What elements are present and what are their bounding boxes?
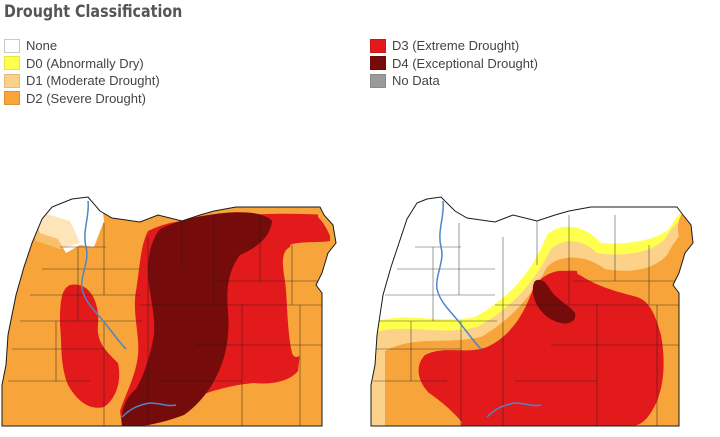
d2-region [282, 243, 327, 357]
legend-item-d3: D3 (Extreme Drought) [370, 37, 538, 55]
legend-column-right: D3 (Extreme Drought) D4 (Exceptional Dro… [370, 37, 538, 90]
swatch-d2 [4, 91, 20, 106]
willamette-river [81, 200, 127, 350]
river [121, 402, 177, 418]
county-boundaries [8, 215, 322, 426]
state-outline [370, 196, 694, 427]
river [486, 402, 542, 418]
d4-region [532, 279, 576, 324]
legend-label-d3: D3 (Extreme Drought) [392, 38, 520, 54]
legend-label-d2: D2 (Severe Drought) [26, 90, 146, 106]
swatch-d4 [370, 56, 386, 71]
swatch-d0 [4, 56, 20, 71]
swatch-none [4, 38, 20, 53]
legend-item-nodata: No Data [370, 72, 538, 90]
legend-label-d1: D1 (Moderate Drought) [26, 73, 160, 89]
swatch-d3 [370, 38, 386, 53]
legend-label-d0: D0 (Abnormally Dry) [26, 55, 144, 71]
legend-label-d4: D4 (Exceptional Drought) [392, 55, 538, 71]
legend-column-left: None D0 (Abnormally Dry) D1 (Moderate Dr… [4, 37, 160, 107]
legend-item-d4: D4 (Exceptional Drought) [370, 55, 538, 73]
swatch-d1 [4, 73, 20, 88]
legend-item-d2: D2 (Severe Drought) [4, 90, 160, 108]
legend-item-d0: D0 (Abnormally Dry) [4, 55, 160, 73]
willamette-river [436, 200, 482, 350]
d4-region [121, 212, 273, 426]
legend-item-none: None [4, 37, 160, 55]
swatch-nodata [370, 73, 386, 88]
oregon-map-left [1, 196, 337, 427]
legend-title: Drought Classification [4, 2, 183, 22]
legend-label-nodata: No Data [392, 73, 440, 89]
state-outline [1, 196, 337, 427]
legend-item-d1: D1 (Moderate Drought) [4, 72, 160, 90]
legend-label-none: None [26, 38, 58, 54]
d3-region [461, 369, 543, 426]
d3-region [60, 284, 120, 408]
county-boundaries [373, 215, 679, 426]
oregon-map-right [370, 196, 694, 427]
